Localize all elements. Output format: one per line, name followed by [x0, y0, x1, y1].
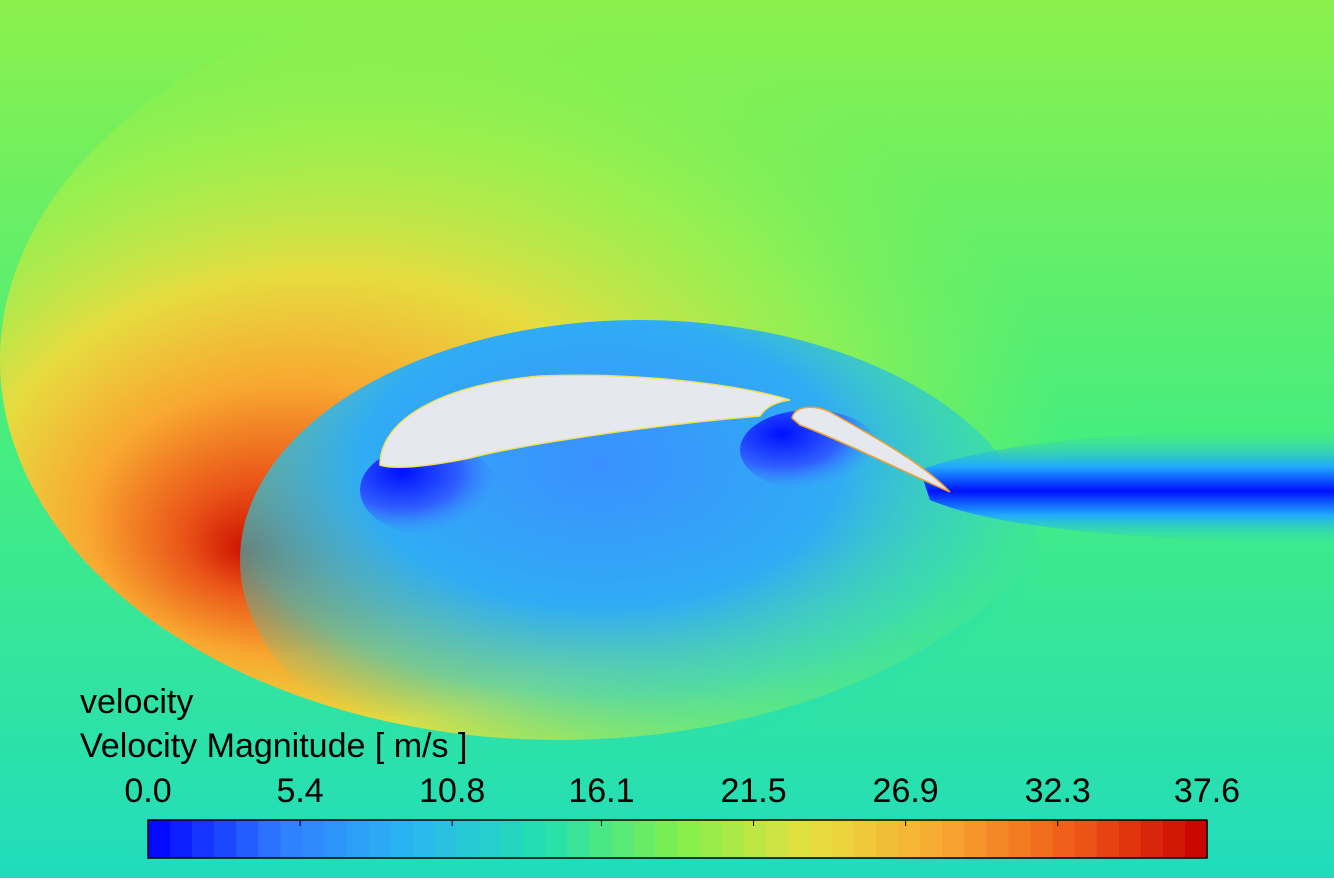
colorbar-band: [1140, 820, 1164, 858]
colorbar-band: [876, 820, 899, 858]
colorbar-band: [655, 820, 679, 858]
colorbar-band: [1184, 820, 1208, 858]
colorbar-band: [236, 820, 259, 858]
main-airfoil: [379, 374, 791, 468]
colorbar-band: [743, 820, 767, 858]
colorbar-band: [523, 820, 546, 858]
colorbar-band: [942, 820, 965, 858]
colorbar-band: [567, 820, 590, 858]
colorbar-band: [920, 820, 943, 858]
colorbar-tick-label: 26.9: [873, 772, 939, 810]
colorbar-band: [214, 820, 237, 858]
colorbar-band: [1008, 820, 1032, 858]
colorbar-band: [677, 820, 701, 858]
colorbar-band: [302, 820, 326, 858]
colorbar-band: [831, 820, 855, 858]
colorbar-band: [148, 820, 171, 858]
colorbar-tick-label: 32.3: [1025, 772, 1091, 810]
colorbar-band: [854, 820, 877, 858]
colorbar-band: [1030, 820, 1054, 858]
legend-title: Velocity Magnitude [ m/s ]: [80, 727, 467, 765]
colorbar-band: [192, 820, 215, 858]
colorbar-band: [456, 820, 480, 858]
colorbar-band: [1052, 820, 1076, 858]
flap: [791, 406, 951, 493]
colorbar-tick-label: 0.0: [124, 772, 171, 810]
colorbar-band: [280, 820, 304, 858]
colorbar-band: [434, 820, 458, 858]
colorbar-band: [170, 820, 193, 858]
colorbar-band: [324, 820, 348, 858]
colorbar-band: [699, 820, 723, 858]
colorbar-band: [898, 820, 921, 858]
colorbar-band: [964, 820, 987, 858]
colorbar-tick-label: 16.1: [568, 772, 634, 810]
colorbar-band: [809, 820, 833, 858]
colorbar-tick-label: 10.8: [419, 772, 485, 810]
colorbar-band: [1118, 820, 1142, 858]
colorbar-band: [545, 820, 568, 858]
colorbar-band: [611, 820, 634, 858]
colorbar-band: [478, 820, 502, 858]
colorbar-band: [368, 820, 392, 858]
colorbar-band: [412, 820, 436, 858]
colorbar-band: [1074, 820, 1098, 858]
colorbar-tick-label: 5.4: [276, 772, 323, 810]
legend-variable: velocity: [80, 683, 193, 721]
colorbar-tick-label: 21.5: [720, 772, 786, 810]
wake: [920, 425, 1334, 545]
colorbar-band: [1162, 820, 1186, 858]
colorbar: 0.0 5.4 10.8 16.1 21.5 26.9 32.3 37.6: [124, 772, 1240, 858]
colorbar-band: [346, 820, 370, 858]
colorbar-tick-label: 37.6: [1174, 772, 1240, 810]
colorbar-band: [765, 820, 789, 858]
colorbar-band: [986, 820, 1010, 858]
colorbar-band: [633, 820, 657, 858]
colorbar-band: [787, 820, 811, 858]
colorbar-band: [501, 820, 524, 858]
colorbar-frame: [147, 819, 1208, 859]
colorbar-band: [721, 820, 745, 858]
colorbar-band: [258, 820, 281, 858]
colorbar-band: [390, 820, 414, 858]
colorbar-band: [1096, 820, 1120, 858]
colorbar-band: [589, 820, 612, 858]
